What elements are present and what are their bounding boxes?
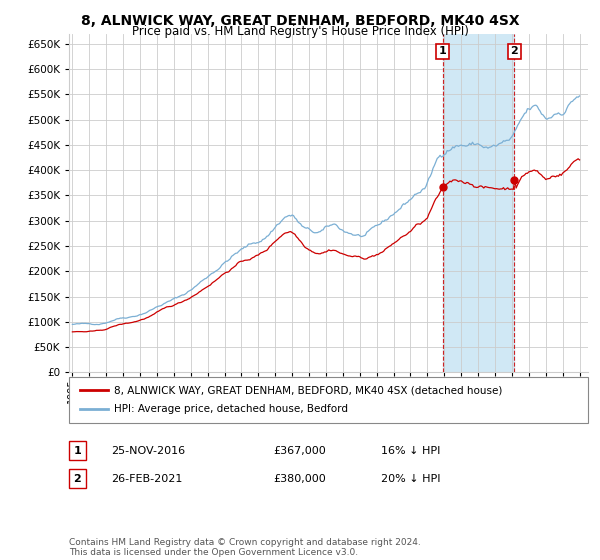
Text: 16% ↓ HPI: 16% ↓ HPI <box>381 446 440 456</box>
Text: 8, ALNWICK WAY, GREAT DENHAM, BEDFORD, MK40 4SX (detached house): 8, ALNWICK WAY, GREAT DENHAM, BEDFORD, M… <box>114 385 502 395</box>
Text: Price paid vs. HM Land Registry's House Price Index (HPI): Price paid vs. HM Land Registry's House … <box>131 25 469 38</box>
Text: £367,000: £367,000 <box>273 446 326 456</box>
Bar <box>443 34 514 372</box>
Text: 25-NOV-2016: 25-NOV-2016 <box>111 446 185 456</box>
Text: 26-FEB-2021: 26-FEB-2021 <box>111 474 182 484</box>
Text: 2: 2 <box>74 474 81 484</box>
Text: 20% ↓ HPI: 20% ↓ HPI <box>381 474 440 484</box>
Text: 2: 2 <box>511 46 518 57</box>
Text: 8, ALNWICK WAY, GREAT DENHAM, BEDFORD, MK40 4SX: 8, ALNWICK WAY, GREAT DENHAM, BEDFORD, M… <box>80 14 520 28</box>
Text: 1: 1 <box>439 46 446 57</box>
Text: Contains HM Land Registry data © Crown copyright and database right 2024.
This d: Contains HM Land Registry data © Crown c… <box>69 538 421 557</box>
Text: 1: 1 <box>74 446 81 456</box>
Text: £380,000: £380,000 <box>273 474 326 484</box>
Text: HPI: Average price, detached house, Bedford: HPI: Average price, detached house, Bedf… <box>114 404 348 414</box>
